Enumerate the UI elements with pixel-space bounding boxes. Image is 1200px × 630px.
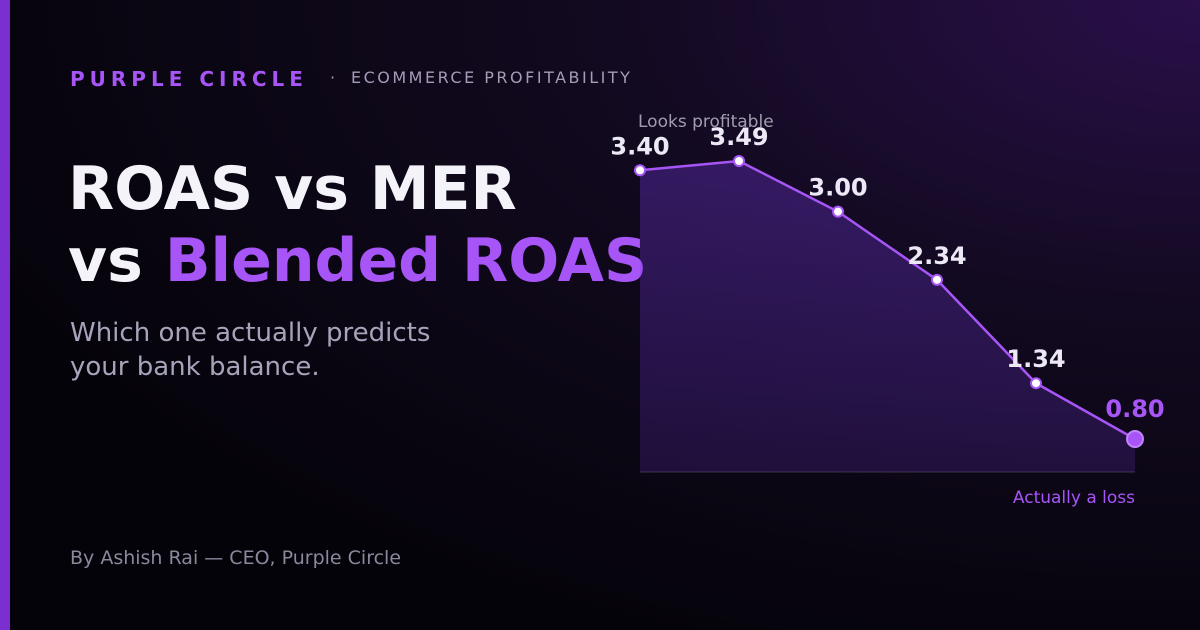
- accent-bar: [0, 0, 10, 630]
- kicker: ECOMMERCE PROFITABILITY: [351, 68, 632, 87]
- brand: PURPLE CIRCLE: [70, 67, 308, 91]
- point: [832, 205, 844, 218]
- area: [640, 161, 1135, 472]
- line: [639, 159, 1136, 441]
- byline: By Ashish Rai — CEO, Purple Circle: [70, 547, 401, 569]
- annotation: Actually a loss: [1013, 488, 1135, 508]
- point: [1126, 430, 1144, 448]
- headline-line1: ROAS vs MER: [68, 154, 517, 224]
- point: [634, 164, 646, 177]
- headline-highlight: Blended ROAS: [165, 226, 647, 296]
- annotation: Looks profitable: [638, 112, 774, 132]
- point: [1030, 377, 1042, 390]
- value-label: 3.40: [610, 132, 669, 160]
- value-label: 3.49: [709, 123, 768, 151]
- headline-prefix: vs: [68, 226, 143, 296]
- separator: ·: [330, 68, 335, 87]
- value-label: 1.34: [1006, 345, 1065, 373]
- value-label: 3.00: [808, 174, 867, 202]
- value-label: 2.34: [907, 242, 966, 270]
- subtitle-line: Which one actually predicts: [70, 318, 430, 348]
- point: [733, 155, 745, 167]
- headline-line2: vs Blended ROAS: [68, 226, 647, 296]
- value-label: 0.80: [1105, 395, 1164, 423]
- point: [931, 273, 943, 286]
- subtitle-line: your bank balance.: [70, 352, 320, 382]
